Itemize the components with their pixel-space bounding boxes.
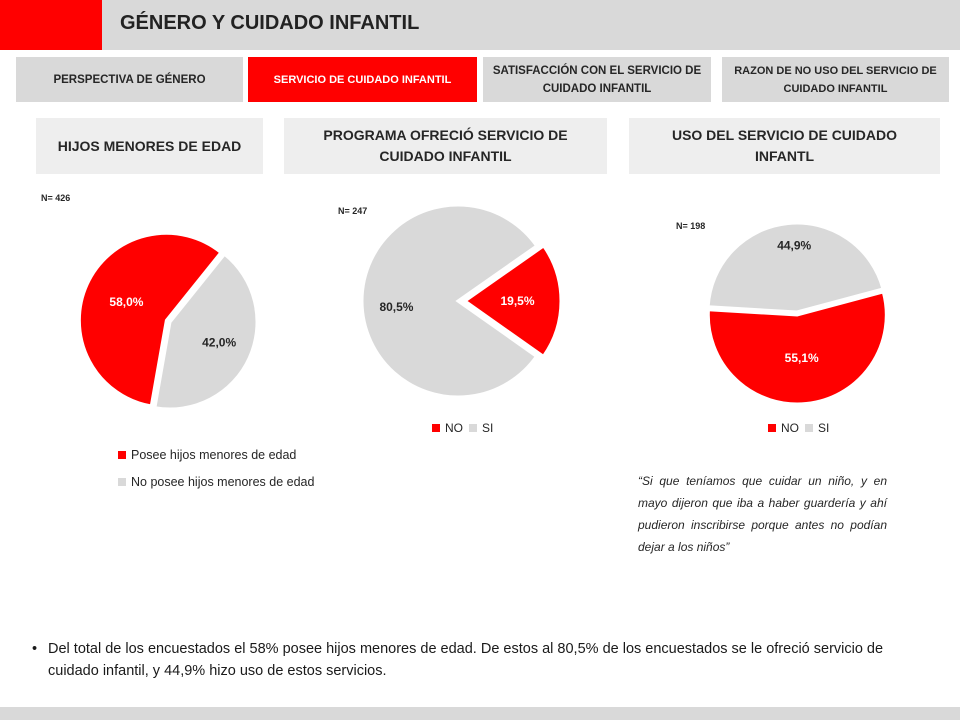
section-programa-ofrecio: PROGRAMA OFRECIÓ SERVICIO DE CUIDADO INF… bbox=[284, 118, 607, 174]
title-accent bbox=[0, 0, 102, 50]
legend-item-no: NO bbox=[768, 421, 799, 435]
pie-slice-3-2 bbox=[706, 221, 885, 314]
legend-item-si: SI bbox=[469, 421, 493, 435]
section-hijos-menores: HIJOS MENORES DE EDAD bbox=[36, 118, 263, 174]
tab-satisfaccion-servicio[interactable]: SATISFACCIÓN CON EL SERVICIO DE CUIDADO … bbox=[483, 57, 711, 102]
pie-slice-1-2 bbox=[153, 252, 259, 411]
footer-bar bbox=[0, 707, 960, 720]
testimonial-quote: “Si que teníamos que cuidar un niño, y e… bbox=[638, 474, 887, 554]
pie-slice-1-1 bbox=[77, 231, 223, 408]
chart2-n-label: N= 247 bbox=[338, 206, 368, 216]
chart1-n-label: N= 426 bbox=[41, 193, 71, 203]
section-uso-servicio: USO DEL SERVICIO DE CUIDADO INFANTL bbox=[629, 118, 940, 174]
legend-swatch-grey bbox=[805, 424, 813, 432]
legend-swatch-red bbox=[768, 424, 776, 432]
legend-item-si: SI bbox=[805, 421, 829, 435]
chart3-legend: NO SI bbox=[768, 421, 835, 435]
summary-text: Del total de los encuestados el 58% pose… bbox=[48, 641, 884, 679]
tab-servicio-cuidado-infantil[interactable]: SERVICIO DE CUIDADO INFANTIL bbox=[248, 57, 477, 102]
pie-data-label-3-1: 55,1% bbox=[785, 351, 819, 365]
legend-swatch-grey bbox=[118, 478, 126, 486]
legend-label: Posee hijos menores de edad bbox=[131, 448, 297, 462]
legend-item-no: NO bbox=[432, 421, 463, 435]
pie-slice-2-2 bbox=[360, 203, 539, 399]
pie-data-label-3-2: 44,9% bbox=[777, 239, 811, 253]
legend-swatch-red bbox=[432, 424, 440, 432]
chart1-legend-item-2: No posee hijos menores de edad bbox=[118, 475, 314, 489]
pie-slice-2-1 bbox=[462, 243, 563, 359]
pie-data-label-1-1: 58,0% bbox=[109, 295, 143, 309]
legend-label: NO bbox=[445, 421, 463, 435]
pie-data-label-2-2: 80,5% bbox=[379, 300, 413, 314]
legend-label: SI bbox=[482, 421, 494, 435]
chart2-legend: NO SI bbox=[432, 421, 499, 435]
legend-swatch-grey bbox=[469, 424, 477, 432]
legend-swatch-red bbox=[118, 451, 126, 459]
page-title: GÉNERO Y CUIDADO INFANTIL bbox=[120, 12, 420, 34]
title-bar bbox=[0, 0, 960, 50]
tab-perspectiva-genero[interactable]: PERSPECTIVA DE GÉNERO bbox=[16, 57, 243, 102]
bullet-icon: • bbox=[32, 641, 38, 657]
chart1-legend-item-1: Posee hijos menores de edad bbox=[118, 448, 296, 462]
pie-slice-3-1 bbox=[706, 290, 888, 406]
chart3-n-label: N= 198 bbox=[676, 221, 706, 231]
legend-label: NO bbox=[781, 421, 799, 435]
legend-label: No posee hijos menores de edad bbox=[131, 475, 315, 489]
legend-label: SI bbox=[818, 421, 830, 435]
pie-data-label-2-1: 19,5% bbox=[501, 294, 535, 308]
pie-data-label-1-2: 42,0% bbox=[202, 335, 236, 349]
tab-razon-no-uso[interactable]: RAZON DE NO USO DEL SERVICIO DE CUIDADO … bbox=[722, 57, 949, 102]
